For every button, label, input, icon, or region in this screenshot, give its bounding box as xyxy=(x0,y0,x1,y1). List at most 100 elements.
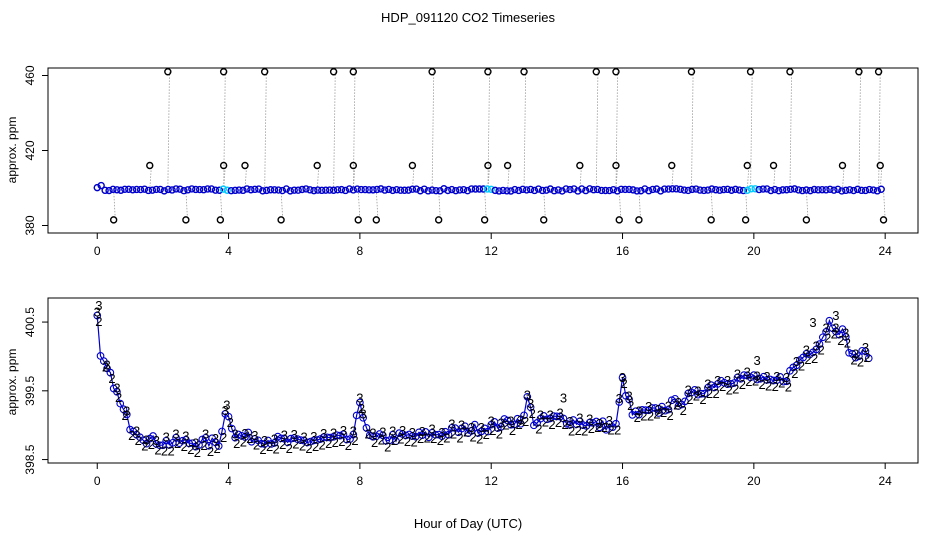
mean-point xyxy=(814,186,822,194)
series-2-label: 2 xyxy=(213,441,220,456)
outlier-mid-point xyxy=(313,161,321,170)
mean-point xyxy=(507,187,515,195)
series-2-label: 2 xyxy=(391,433,398,448)
mean-point xyxy=(396,186,405,194)
series-3-point xyxy=(740,371,748,379)
series-2-label: 2 xyxy=(233,436,240,451)
mean-point xyxy=(680,186,688,194)
series-3-label: 3 xyxy=(832,320,839,335)
mean-point xyxy=(566,185,574,194)
series-3-point xyxy=(395,429,404,438)
series-3-label: 3 xyxy=(182,429,189,444)
outlier-low-point xyxy=(434,216,443,224)
series-3-point xyxy=(612,419,620,428)
series-3-point xyxy=(733,373,742,382)
series-2-label: 2 xyxy=(181,439,188,454)
series-3-label: 3 xyxy=(665,398,672,413)
mean-point xyxy=(333,186,342,194)
series-2-label: 2 xyxy=(634,410,641,425)
mean-point xyxy=(582,186,590,195)
series-2-label: 2 xyxy=(522,414,529,429)
series-3-point xyxy=(149,432,157,440)
mean-point xyxy=(255,185,263,193)
series-3-point xyxy=(359,413,368,422)
series-2-label: 2 xyxy=(699,392,706,407)
mean-point xyxy=(235,186,243,194)
series-2-label: 2 xyxy=(561,417,568,432)
series-3-point xyxy=(782,377,791,386)
mean-point xyxy=(495,187,503,195)
spike-line xyxy=(543,189,546,220)
x-tick-label: 0 xyxy=(94,244,101,258)
mean-point xyxy=(641,185,649,193)
mean-point xyxy=(526,185,535,194)
mean-point xyxy=(629,186,637,194)
series-3-label: 3 xyxy=(163,430,170,445)
series-3-point xyxy=(864,354,873,363)
series-3-label: 3 xyxy=(606,413,613,428)
series-3-label: 3 xyxy=(419,424,426,439)
chart-title: HDP_091120 CO2 Timeseries xyxy=(381,10,555,25)
series-3-point xyxy=(362,423,371,432)
mean-point xyxy=(676,185,685,193)
series-2-label: 2 xyxy=(863,350,870,365)
outlier-mid-point xyxy=(349,161,358,170)
series-3-point xyxy=(858,346,867,355)
mean-point xyxy=(310,186,318,195)
series-3-point xyxy=(838,325,847,333)
series-2-label: 2 xyxy=(502,417,509,432)
series-3-label: 3 xyxy=(744,364,751,379)
mean-point xyxy=(262,186,271,195)
mean-point xyxy=(716,186,724,194)
series-3-label: 3 xyxy=(773,369,780,384)
mean-point xyxy=(259,187,267,195)
spike-line xyxy=(805,189,809,220)
series-2-label: 2 xyxy=(772,379,779,394)
series-3-point xyxy=(697,389,706,398)
series-2-label: 2 xyxy=(509,423,516,438)
series-2-label: 2 xyxy=(791,366,798,381)
y-tick-label: 400.5 xyxy=(23,307,37,337)
series-3-label: 3 xyxy=(350,423,357,438)
series-3-spike-label: 3 xyxy=(524,387,531,402)
outlier-mid-point xyxy=(484,161,492,170)
mean-point xyxy=(207,185,216,193)
spike-line xyxy=(523,71,527,190)
series-2-label: 2 xyxy=(319,437,326,452)
spike-line xyxy=(113,189,116,220)
mean-point xyxy=(302,185,310,193)
mean-point xyxy=(830,186,838,194)
series-2-label: 2 xyxy=(456,431,463,446)
series-2-label: 2 xyxy=(614,422,621,437)
series-2-label: 2 xyxy=(844,335,851,350)
mean-point xyxy=(491,186,499,195)
series-2-label: 2 xyxy=(719,379,726,394)
mean-point xyxy=(621,185,629,194)
mean-point xyxy=(345,185,354,193)
mean-point xyxy=(144,186,153,195)
mean-point xyxy=(684,186,692,195)
mean-point xyxy=(842,186,850,195)
series-2-label: 2 xyxy=(673,397,680,412)
mean-point xyxy=(617,185,625,193)
mean-point xyxy=(251,185,259,194)
mean-point xyxy=(322,186,330,194)
series-3-point xyxy=(227,424,236,433)
series-2-label: 2 xyxy=(417,431,424,446)
series-3-point xyxy=(313,436,322,444)
series-3-point xyxy=(769,376,778,385)
mean-point xyxy=(184,186,192,194)
series-3-label: 3 xyxy=(300,430,307,445)
series-3-point xyxy=(224,412,233,421)
mean-point xyxy=(349,186,358,194)
mean-point xyxy=(381,186,389,194)
series-3-label: 3 xyxy=(103,357,110,372)
spike-line xyxy=(333,71,336,190)
mean-point xyxy=(298,185,306,194)
series-2-label: 2 xyxy=(647,409,654,424)
series-3-point xyxy=(825,316,834,325)
series-3-label: 3 xyxy=(586,412,593,427)
spike-line xyxy=(858,71,861,190)
mean-point xyxy=(609,186,618,194)
mean-point xyxy=(318,186,326,195)
